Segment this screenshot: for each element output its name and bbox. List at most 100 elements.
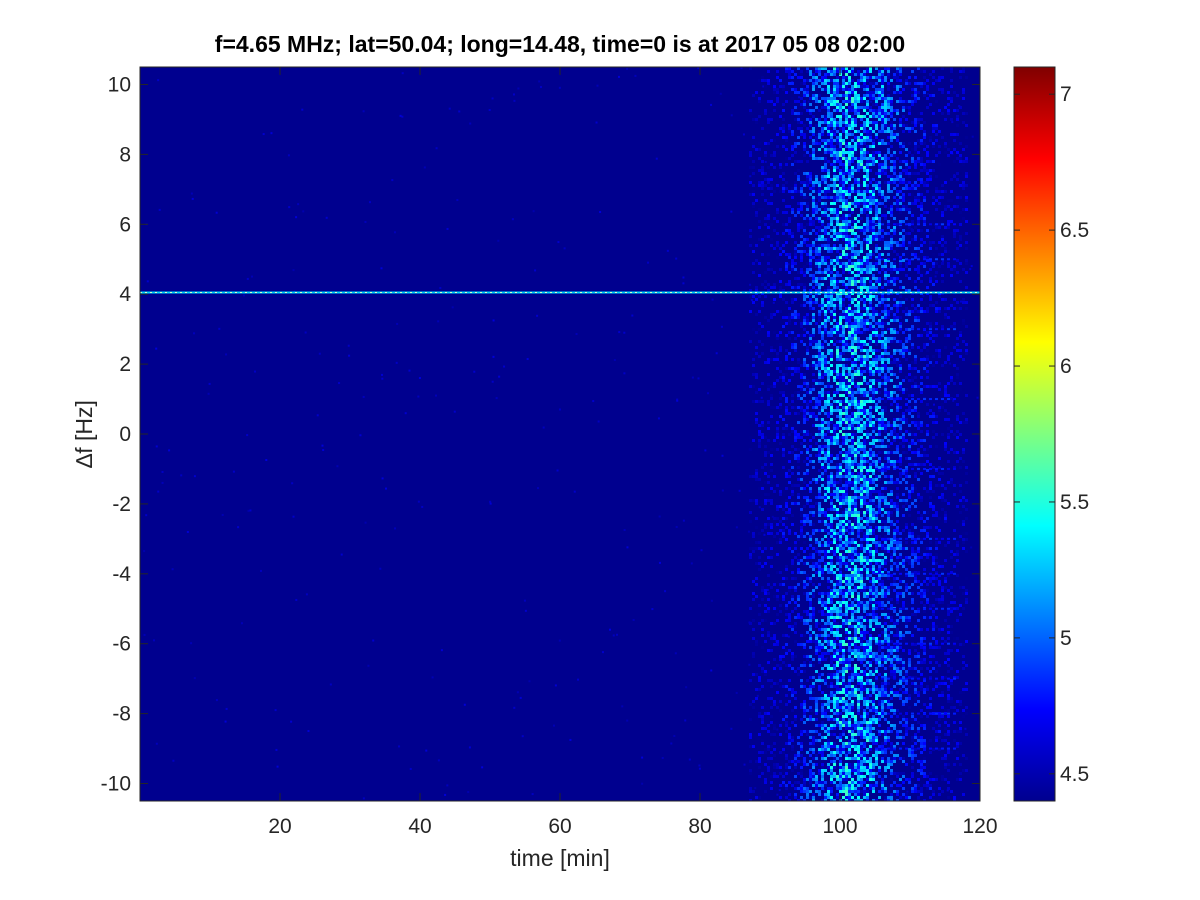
heatmap-cell bbox=[761, 685, 764, 688]
heatmap-cell bbox=[827, 172, 830, 175]
heatmap-cell bbox=[806, 217, 809, 220]
heatmap-cell bbox=[827, 550, 830, 553]
heatmap-cell bbox=[791, 211, 794, 214]
heatmap-cell bbox=[782, 391, 785, 394]
heatmap-cell bbox=[863, 766, 866, 769]
heatmap-cell bbox=[833, 709, 836, 712]
heatmap-cell bbox=[827, 442, 830, 445]
heatmap-cell bbox=[785, 367, 788, 370]
heatmap-cell bbox=[791, 667, 794, 670]
heatmap-cell bbox=[866, 697, 869, 700]
heatmap-cell bbox=[833, 655, 836, 658]
heatmap-cell bbox=[797, 244, 800, 247]
heatmap-cell bbox=[842, 688, 845, 691]
heatmap-cell bbox=[848, 100, 851, 103]
heatmap-cell bbox=[764, 235, 767, 238]
heatmap-cell bbox=[827, 709, 830, 712]
heatmap-cell bbox=[417, 395, 420, 398]
heatmap-cell bbox=[866, 190, 869, 193]
heatmap-cell bbox=[824, 268, 827, 271]
heatmap-cell bbox=[854, 727, 857, 730]
heatmap-cell bbox=[767, 283, 770, 286]
heatmap-cell bbox=[854, 649, 857, 652]
heatmap-cell bbox=[827, 493, 830, 496]
heatmap-cell bbox=[818, 676, 821, 679]
heatmap-cell bbox=[767, 214, 770, 217]
heatmap-cell bbox=[866, 277, 869, 280]
heatmap-cell bbox=[782, 103, 785, 106]
heatmap-cell bbox=[839, 328, 842, 331]
heatmap-cell bbox=[830, 484, 833, 487]
heatmap-cell bbox=[824, 730, 827, 733]
heatmap-cell bbox=[641, 782, 644, 785]
heatmap-cell bbox=[833, 181, 836, 184]
heatmap-cell bbox=[863, 424, 866, 427]
heatmap-cell bbox=[848, 406, 851, 409]
heatmap-cell bbox=[803, 619, 806, 622]
heatmap-cell bbox=[863, 409, 866, 412]
heatmap-cell bbox=[821, 568, 824, 571]
heatmap-cell bbox=[851, 580, 854, 583]
heatmap-cell bbox=[824, 631, 827, 634]
heatmap-cell bbox=[839, 451, 842, 454]
heatmap-cell bbox=[845, 418, 848, 421]
heatmap-cell bbox=[815, 100, 818, 103]
heatmap-cell bbox=[824, 757, 827, 760]
heatmap-cell bbox=[854, 340, 857, 343]
heatmap-cell bbox=[794, 484, 797, 487]
heatmap-cell bbox=[842, 751, 845, 754]
heatmap-cell bbox=[866, 310, 869, 313]
heatmap-cell bbox=[854, 142, 857, 145]
heatmap-cell bbox=[842, 271, 845, 274]
heatmap-cell bbox=[803, 394, 806, 397]
heatmap-cell bbox=[463, 703, 466, 706]
heatmap-cell bbox=[863, 241, 866, 244]
heatmap-cell bbox=[812, 94, 815, 97]
heatmap-cell bbox=[818, 430, 821, 433]
heatmap-cell bbox=[842, 400, 845, 403]
heatmap-cell bbox=[788, 619, 791, 622]
heatmap-cell bbox=[618, 331, 621, 334]
heatmap-cell bbox=[812, 367, 815, 370]
heatmap-cell bbox=[157, 490, 160, 493]
heatmap-cell bbox=[857, 385, 860, 388]
heatmap-cell bbox=[845, 793, 848, 796]
heatmap-cell bbox=[866, 667, 869, 670]
heatmap-cell bbox=[839, 553, 842, 556]
heatmap-cell bbox=[791, 76, 794, 79]
heatmap-cell bbox=[710, 599, 713, 602]
heatmap-cell bbox=[860, 697, 863, 700]
heatmap-cell bbox=[845, 409, 848, 412]
heatmap-cell bbox=[830, 781, 833, 784]
heatmap-cell bbox=[866, 538, 869, 541]
heatmap-cell bbox=[758, 310, 761, 313]
heatmap-cell bbox=[842, 232, 845, 235]
heatmap-cell bbox=[788, 82, 791, 85]
heatmap-cell bbox=[845, 565, 848, 568]
heatmap-cell bbox=[785, 349, 788, 352]
heatmap-cell bbox=[749, 67, 752, 70]
heatmap-cell bbox=[857, 754, 860, 757]
heatmap-cell bbox=[242, 294, 245, 297]
heatmap-cell bbox=[860, 196, 863, 199]
heatmap-cell bbox=[824, 745, 827, 748]
heatmap-cell bbox=[794, 88, 797, 91]
heatmap-cell bbox=[806, 751, 809, 754]
heatmap-cell bbox=[848, 691, 851, 694]
heatmap-cell bbox=[863, 259, 866, 262]
heatmap-cell bbox=[830, 529, 833, 532]
heatmap-cell bbox=[421, 505, 424, 508]
heatmap-cell bbox=[863, 283, 866, 286]
heatmap-cell bbox=[848, 142, 851, 145]
heatmap-cell bbox=[866, 643, 869, 646]
heatmap-cell bbox=[773, 103, 776, 106]
heatmap-cell bbox=[857, 274, 860, 277]
heatmap-cell bbox=[845, 487, 848, 490]
heatmap-cell bbox=[854, 376, 857, 379]
heatmap-cell bbox=[818, 286, 821, 289]
heatmap-cell bbox=[848, 343, 851, 346]
heatmap-cell bbox=[779, 295, 782, 298]
heatmap-cell bbox=[830, 355, 833, 358]
heatmap-cell bbox=[851, 613, 854, 616]
heatmap-cell bbox=[800, 208, 803, 211]
